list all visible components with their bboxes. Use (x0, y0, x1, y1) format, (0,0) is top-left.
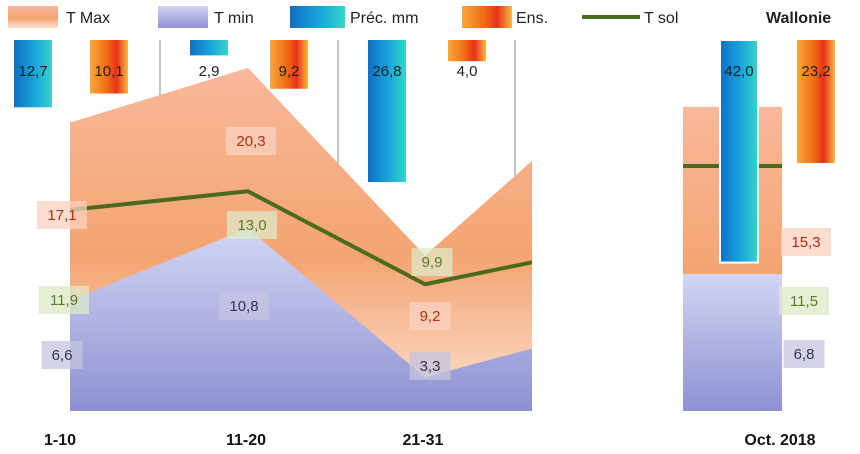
category-axis: 1-10 11-20 21-31 Oct. 2018 (44, 432, 816, 449)
category-label-3: 21-31 (403, 432, 444, 449)
tmin-label-1: 6,6 (52, 347, 73, 364)
ens-bar-summary (797, 40, 835, 163)
ens-bar-3 (448, 40, 486, 62)
tmin-label-2: 10,8 (229, 298, 258, 315)
prec-bar-summary (719, 39, 759, 264)
legend-label-tmax: T Max (66, 10, 110, 27)
tmax-label-1: 17,1 (47, 207, 76, 224)
tsol-line (69, 189, 533, 287)
tmax-label-3: 9,2 (420, 308, 441, 325)
prec-label-3: 26,8 (372, 63, 401, 80)
tmax-label-3-bg (409, 302, 451, 330)
category-label-summary: Oct. 2018 (744, 432, 815, 449)
legend-swatch-prec (290, 6, 345, 28)
prec-bar-2 (190, 40, 228, 56)
legend-item-tsol: T sol (582, 10, 678, 27)
tmax-label-summary: 15,3 (791, 234, 820, 251)
prec-label-2: 2,9 (199, 63, 220, 80)
tsol-label-3-bg (411, 248, 453, 276)
legend-label-prec: Préc. mm (350, 10, 418, 27)
ens-label-3: 4,0 (457, 63, 478, 80)
prec-label-summary: 42,0 (724, 63, 753, 80)
ens-label-2: 9,2 (279, 63, 300, 80)
ens-bar-1 (90, 40, 128, 94)
tmax-label-1-bg (37, 201, 87, 229)
legend-label-ens: Ens. (516, 10, 548, 27)
tmin-label-3-bg (409, 352, 451, 380)
tsol-label-summary-bg (779, 287, 829, 315)
tmax-label-summary-bg (781, 228, 831, 256)
legend-label-tsol: T sol (644, 10, 678, 27)
category-label-2: 11-20 (226, 432, 266, 449)
tsol-label-summary: 11,5 (790, 293, 818, 310)
legend-item-tmin: T min (158, 6, 254, 28)
prec-label-1: 12,7 (18, 63, 47, 80)
legend-item-prec: Préc. mm (290, 6, 418, 28)
region-label: Wallonie (766, 10, 831, 27)
tsol-label-2-bg (227, 211, 277, 239)
legend: T Max T min Préc. mm Ens. T sol Wallonie (8, 6, 831, 28)
tsol-label-2: 13,0 (237, 217, 266, 234)
category-label-1: 1-10 (44, 432, 76, 449)
tmin-label-summary: 6,8 (794, 346, 815, 363)
tmax-label-2: 20,3 (236, 133, 265, 150)
legend-label-tmin: T min (214, 10, 254, 27)
prec-bar-3 (368, 40, 406, 183)
legend-swatch-tmin (158, 6, 208, 28)
legend-swatch-ens (462, 6, 512, 28)
tsol-label-1: 11,9 (50, 292, 78, 309)
tsol-label-3: 9,9 (422, 254, 443, 271)
tmin-area (70, 228, 532, 411)
prec-bar-1 (14, 40, 52, 108)
legend-swatch-tmax (8, 6, 58, 28)
ens-bar-2 (270, 40, 308, 89)
tmin-label-1-bg (41, 341, 83, 369)
tmin-label-2-bg (219, 292, 269, 320)
summary-tmin-area (683, 274, 782, 411)
chart-labels: 17,1 20,3 9,2 11,9 13,0 9,9 6,6 10,8 3,3 15,3 11,5… (18, 63, 831, 380)
tmax-label-2-bg (226, 127, 276, 155)
ens-label-summary: 23,2 (801, 63, 830, 80)
legend-item-tmax: T Max (8, 6, 110, 28)
tmin-label-summary-bg (783, 340, 825, 368)
ens-label-1: 10,1 (94, 63, 123, 80)
tmin-label-3: 3,3 (420, 358, 441, 375)
legend-item-ens: Ens. (462, 6, 548, 28)
tsol-label-1-bg (39, 286, 89, 314)
